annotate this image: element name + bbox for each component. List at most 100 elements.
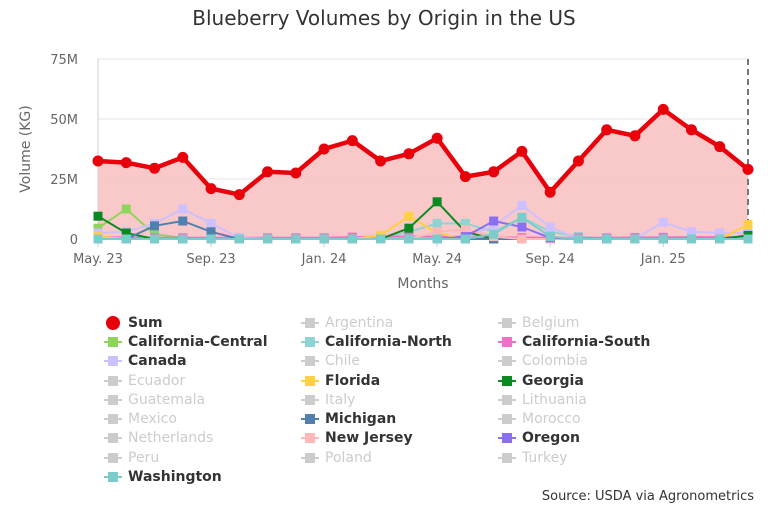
legend-item-canada[interactable]: Canada — [104, 352, 301, 371]
y-tick-label: 0 — [70, 233, 78, 248]
data-point-washington — [545, 232, 555, 242]
data-point-michigan — [206, 227, 216, 237]
x-tick-label: May. 23 — [73, 252, 123, 267]
data-point-sum — [516, 145, 528, 157]
x-tick-label: Sep. 24 — [526, 252, 575, 267]
data-point-florida — [743, 220, 753, 230]
legend-symbol-icon — [301, 333, 319, 351]
legend-item-california-south[interactable]: California-South — [498, 332, 695, 351]
legend-label: Canada — [128, 353, 187, 370]
legend-item-guatemala[interactable]: Guatemala — [104, 390, 301, 409]
legend-symbol-icon — [301, 449, 319, 467]
data-point-new-jersey — [517, 234, 527, 244]
legend-item-chile[interactable]: Chile — [301, 352, 498, 371]
legend-item-colombia[interactable]: Colombia — [498, 352, 695, 371]
legend-item-belgium[interactable]: Belgium — [498, 313, 695, 332]
legend-item-california-central[interactable]: California-Central — [104, 332, 301, 351]
legend-item-sum[interactable]: Sum — [104, 313, 301, 332]
legend-item-georgia[interactable]: Georgia — [498, 371, 695, 390]
data-point-canada — [715, 228, 725, 238]
data-point-sum — [205, 183, 217, 195]
legend-symbol-icon — [498, 391, 516, 409]
legend-label: Morocco — [522, 411, 581, 428]
x-tick-label: Jan. 25 — [640, 252, 686, 267]
legend-label: Italy — [325, 391, 356, 408]
data-point-washington — [263, 234, 273, 244]
data-point-oregon — [517, 222, 527, 232]
legend-label: Florida — [325, 372, 381, 389]
y-tick-label: 25M — [50, 173, 78, 188]
legend-label: California-North — [325, 333, 452, 350]
series-line-sum — [97, 107, 750, 197]
legend-item-poland[interactable]: Poland — [301, 448, 498, 467]
series-line-washington — [98, 216, 748, 240]
data-point-canada — [686, 227, 696, 237]
source-note: Source: USDA via Agronometrics — [541, 489, 754, 504]
data-point-sum — [262, 166, 274, 178]
legend-item-florida[interactable]: Florida — [301, 371, 498, 390]
data-point-washington — [319, 234, 329, 244]
data-point-sum — [742, 163, 754, 175]
data-point-canada — [658, 217, 668, 227]
legend-label: Washington — [128, 469, 222, 486]
data-point-washington — [347, 234, 357, 244]
data-point-sum — [572, 155, 584, 167]
data-point-california-north — [432, 218, 442, 228]
legend-item-peru[interactable]: Peru — [104, 448, 301, 467]
legend-item-california-north[interactable]: California-North — [301, 332, 498, 351]
legend-item-turkey[interactable]: Turkey — [498, 448, 695, 467]
data-point-washington — [432, 234, 442, 244]
legend-item-argentina[interactable]: Argentina — [301, 313, 498, 332]
legend-item-mexico[interactable]: Mexico — [104, 409, 301, 428]
legend-label: Peru — [128, 449, 160, 466]
legend-symbol-icon — [301, 410, 319, 428]
legend-symbol-icon — [104, 314, 122, 332]
legend-symbol-icon — [498, 333, 516, 351]
y-axis-label: Volume (KG) — [18, 105, 34, 192]
y-tick-label: 75M — [50, 53, 78, 68]
data-point-washington — [460, 234, 470, 244]
data-point-washington — [206, 234, 216, 244]
data-point-washington — [573, 234, 583, 244]
data-point-california-central — [93, 223, 103, 233]
legend-item-lithuania[interactable]: Lithuania — [498, 390, 695, 409]
legend-symbol-icon — [498, 410, 516, 428]
data-point-washington — [234, 234, 244, 244]
data-point-sum — [403, 148, 415, 160]
data-point-sum — [714, 141, 726, 153]
data-point-georgia — [432, 197, 442, 207]
legend-item-michigan[interactable]: Michigan — [301, 409, 498, 428]
legend-symbol-icon — [104, 372, 122, 390]
data-point-georgia — [121, 228, 131, 238]
legend-label: Turkey — [522, 449, 568, 466]
legend-item-ecuador[interactable]: Ecuador — [104, 371, 301, 390]
legend-item-washington[interactable]: Washington — [104, 467, 301, 486]
data-point-sum — [431, 132, 443, 144]
legend-label: Poland — [325, 449, 372, 466]
x-tick-label: Sep. 23 — [186, 252, 235, 267]
data-point-sum — [92, 155, 104, 167]
legend-item-oregon[interactable]: Oregon — [498, 429, 695, 448]
data-point-washington — [121, 234, 131, 244]
x-axis-label: Months — [397, 276, 448, 292]
chart-legend: Sum Argentina Belgium California-Central Cal… — [104, 313, 744, 487]
data-point-sum — [629, 130, 641, 142]
data-point-sum — [488, 166, 500, 178]
legend-item-netherlands[interactable]: Netherlands — [104, 429, 301, 448]
data-point-sum — [318, 143, 330, 155]
legend-item-morocco[interactable]: Morocco — [498, 409, 695, 428]
data-point-sum — [657, 103, 669, 115]
legend-label: Georgia — [522, 372, 584, 389]
legend-item-new-jersey[interactable]: New Jersey — [301, 429, 498, 448]
data-point-michigan — [178, 216, 188, 226]
legend-label: California-South — [522, 333, 651, 350]
series-area-sum — [98, 109, 748, 240]
data-point-california-central — [121, 204, 131, 214]
data-point-washington — [686, 234, 696, 244]
data-point-washington — [630, 234, 640, 244]
legend-label: Oregon — [522, 430, 580, 447]
legend-symbol-icon — [301, 352, 319, 370]
data-point-washington — [291, 234, 301, 244]
legend-item-italy[interactable]: Italy — [301, 390, 498, 409]
legend-label: Sum — [128, 314, 163, 331]
